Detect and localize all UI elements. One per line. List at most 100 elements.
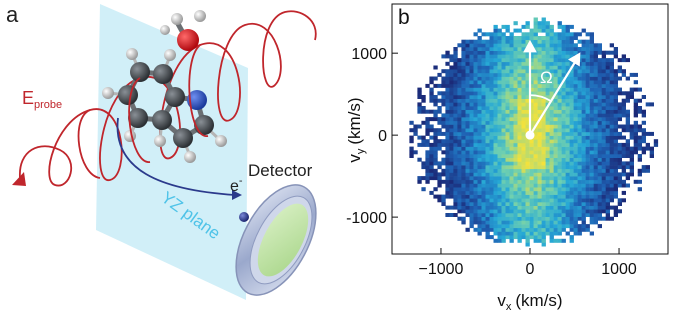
heatmap-cell — [577, 69, 582, 74]
heatmap-cell — [457, 61, 462, 66]
heatmap-cell — [621, 135, 626, 140]
heatmap-cell — [469, 39, 474, 44]
heatmap-cell — [497, 87, 502, 92]
heatmap-cell — [409, 128, 414, 133]
heatmap-cell — [489, 139, 494, 144]
heatmap-cell — [441, 113, 446, 118]
heatmap-cell — [449, 102, 454, 107]
heatmap-cell — [621, 161, 626, 166]
heatmap-cell — [601, 183, 606, 188]
heatmap-cell — [537, 202, 542, 206]
heatmap-cell — [609, 179, 614, 184]
heatmap-cell — [573, 220, 578, 225]
heatmap-cell — [453, 106, 458, 110]
heatmap-cell — [485, 91, 490, 96]
heatmap-cell — [417, 179, 422, 184]
heatmap-cell — [509, 36, 514, 40]
heatmap-cell — [497, 69, 502, 74]
heatmap-cell — [517, 91, 522, 96]
heatmap-cell — [549, 142, 554, 147]
heatmap-cell — [481, 91, 486, 96]
heatmap-cell — [525, 231, 530, 236]
heatmap-cell — [577, 179, 582, 184]
heatmap-cell — [569, 50, 574, 55]
heatmap-cell — [569, 194, 574, 199]
heatmap-cell — [473, 213, 478, 217]
heatmap-cell — [417, 91, 422, 96]
heatmap-cell — [589, 109, 594, 114]
heatmap-cell — [529, 150, 534, 155]
heatmap-cell — [541, 179, 546, 184]
heatmap-cell — [545, 202, 550, 206]
heatmap-cell — [577, 95, 582, 99]
heatmap-cell — [521, 102, 526, 107]
heatmap-cell — [549, 224, 554, 229]
heatmap-cell — [429, 172, 434, 177]
heatmap-cell — [589, 39, 594, 44]
heatmap-cell — [521, 109, 526, 114]
heatmap-cell — [637, 128, 642, 133]
heatmap-cell — [469, 139, 474, 144]
heatmap-cell — [461, 61, 466, 66]
heatmap-cell — [509, 176, 514, 181]
heatmap-cell — [465, 47, 470, 51]
heatmap-cell — [601, 106, 606, 110]
heatmap-cell — [641, 139, 646, 144]
heatmap-cell — [445, 61, 450, 66]
heatmap-cell — [445, 165, 450, 170]
heatmap-cell — [509, 205, 514, 210]
heatmap-cell — [541, 168, 546, 173]
heatmap-cell — [509, 227, 514, 232]
electron-trajectory — [116, 117, 236, 196]
heatmap-cell — [465, 176, 470, 181]
heatmap-cell — [513, 135, 518, 140]
heatmap-cell — [461, 113, 466, 118]
heatmap-cell — [541, 176, 546, 181]
heatmap-cell — [549, 128, 554, 133]
heatmap-cell — [493, 47, 498, 51]
heatmap-cell — [605, 61, 610, 66]
heatmap-cell — [545, 65, 550, 70]
heatmap-cell — [605, 146, 610, 151]
heatmap-cell — [589, 72, 594, 77]
heatmap-cell — [521, 24, 526, 29]
heatmap-cell — [493, 95, 498, 99]
heatmap-cell — [605, 131, 610, 136]
heatmap-cell — [493, 168, 498, 173]
heatmap-cell — [565, 220, 570, 225]
heatmap-cell — [613, 213, 618, 217]
heatmap-cell — [561, 61, 566, 66]
heatmap-cell — [545, 24, 550, 29]
heatmap-cell — [597, 47, 602, 51]
heatmap-cell — [597, 76, 602, 81]
heatmap-cell — [597, 61, 602, 66]
heatmap-cell — [593, 194, 598, 199]
heatmap-cell — [489, 95, 494, 99]
heatmap-cell — [557, 120, 562, 125]
heatmap-cell — [605, 95, 610, 99]
heatmap-cell — [565, 24, 570, 29]
heatmap-cell — [465, 54, 470, 59]
heatmap-cell — [541, 91, 546, 96]
heatmap-cell — [561, 183, 566, 188]
heatmap-cell — [565, 176, 570, 181]
heatmap-cell — [501, 198, 506, 203]
heatmap-cell — [525, 120, 530, 125]
heatmap-cell — [601, 113, 606, 118]
heatmap-cell — [593, 54, 598, 59]
heatmap-cell — [453, 117, 458, 122]
heatmap-cell — [581, 58, 586, 63]
heatmap-cell — [549, 69, 554, 74]
heatmap-cell — [529, 120, 534, 125]
heatmap-cell — [521, 235, 526, 240]
heatmap-cell — [577, 83, 582, 88]
heatmap-cell — [525, 187, 530, 192]
heatmap-cell — [609, 135, 614, 140]
heatmap-cell — [497, 58, 502, 63]
heatmap-cell — [585, 32, 590, 37]
heatmap-cell — [501, 124, 506, 129]
heatmap-cell — [517, 198, 522, 203]
heatmap-cell — [581, 87, 586, 92]
heatmap-cell — [581, 150, 586, 155]
heatmap-cell — [505, 50, 510, 55]
